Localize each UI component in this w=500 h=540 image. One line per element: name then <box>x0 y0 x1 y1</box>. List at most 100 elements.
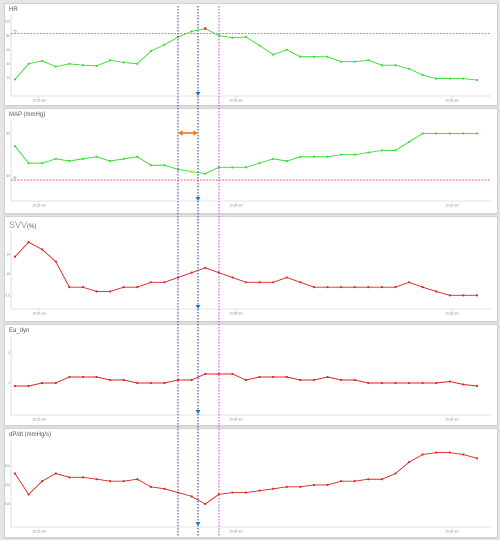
ea_dyn-point <box>448 380 451 383</box>
ea-dyn-panel: 1 2 10:23 am 10:28 am 10:33 am Ea_dyn <box>4 324 498 426</box>
map-point <box>272 157 275 160</box>
map-point <box>340 153 343 156</box>
ea_dyn-point <box>95 375 98 379</box>
ea_dyn-point <box>299 378 302 382</box>
x-tick-label: 10:33 am <box>445 99 459 103</box>
svv-point <box>367 286 370 289</box>
ea_dyn-point <box>475 384 479 388</box>
svv-point <box>272 281 275 284</box>
dpdt-point <box>81 476 85 479</box>
dpdt-point <box>258 489 261 492</box>
ea_dyn-point <box>163 381 166 385</box>
x-tick-label: 10:33 am <box>445 418 459 422</box>
ea_dyn-point <box>421 381 424 385</box>
hr-point <box>394 64 397 67</box>
y-tick-label: 60 <box>6 174 10 178</box>
hr-chart: 20 40 60 80 100 10:23 am 10:28 am 10:33 am 75 <box>5 14 491 103</box>
x-tick-label: 10:23 am <box>32 204 46 208</box>
x-tick-label: 10:23 am <box>32 418 46 422</box>
hr-point <box>353 60 356 63</box>
svv-point <box>285 276 288 279</box>
svv-point <box>462 294 465 297</box>
map-point <box>421 132 424 135</box>
map-point <box>122 157 125 160</box>
map-point <box>109 159 112 163</box>
dpdt-point <box>475 457 479 460</box>
hr-point <box>380 64 383 67</box>
dpdt-point <box>41 480 44 483</box>
svv-point <box>258 281 261 284</box>
svv-point <box>136 286 139 289</box>
dpdt-chart: 400 500 600 10:23 am 10:28 am 10:33 am <box>5 441 491 534</box>
map-title: MAP (mmHg) <box>9 112 46 118</box>
hr-point <box>258 44 261 47</box>
dpdt-point <box>176 491 180 494</box>
hr-point <box>122 61 125 64</box>
threshold-label: 75 <box>13 29 17 33</box>
dpdt-point <box>68 476 71 479</box>
svv-point <box>407 281 411 284</box>
ea_dyn-point <box>231 372 234 376</box>
svv-title: SVV(%) <box>9 220 36 230</box>
map-chart: 60 80 10:23 am 10:28 am 10:33 am 65 <box>6 121 491 208</box>
hr-point <box>407 67 411 70</box>
map-point <box>312 155 316 158</box>
map-point <box>136 155 139 158</box>
svv-panel: 10.5 15 19 10:23 am 10:28 am 10:33 am SVV(%) <box>4 216 498 322</box>
dpdt-point <box>13 472 17 475</box>
ea_dyn-point <box>312 378 316 382</box>
ea_dyn-point <box>27 384 30 388</box>
x-tick-label: 10:23 am <box>32 312 46 316</box>
ea_dyn-point <box>109 378 112 382</box>
svv-point <box>81 286 85 289</box>
svv-chart: 10.5 15 19 10:23 am 10:28 am 10:33 am <box>5 231 491 316</box>
dpdt-point <box>285 485 288 488</box>
dpdt-point <box>109 480 112 483</box>
map-point <box>190 170 194 173</box>
map-point <box>299 155 302 158</box>
dpdt-point <box>272 487 275 490</box>
y-tick-label: 80 <box>6 34 10 38</box>
svv-point <box>54 260 57 263</box>
hr-point <box>176 35 180 39</box>
svv-point <box>380 286 383 289</box>
ea_dyn-point <box>136 381 139 385</box>
dpdt-point <box>190 495 193 498</box>
hr-point <box>217 34 220 37</box>
map-point <box>367 151 370 154</box>
svv-point <box>13 255 17 258</box>
x-tick-label: 10:33 am <box>445 312 459 316</box>
dpdt-point <box>340 480 343 483</box>
svv-point <box>435 290 438 293</box>
hr-point <box>109 59 112 62</box>
dpdt-point <box>217 493 220 496</box>
hr-point <box>421 73 424 77</box>
dpdt-series-line <box>14 452 478 505</box>
ea_dyn-point <box>204 372 207 376</box>
dpdt-point <box>54 472 57 475</box>
ea_dyn-point <box>13 384 17 388</box>
map-point <box>380 149 383 152</box>
map-point <box>149 164 152 167</box>
hr-point <box>149 50 152 53</box>
x-tick-label: 10:23 am <box>32 530 46 534</box>
ea_dyn-point <box>122 378 125 382</box>
hr-point <box>462 77 465 80</box>
map-point <box>95 155 98 158</box>
threshold-label: 65 <box>13 176 17 180</box>
ea_dyn-point <box>54 381 57 385</box>
map-point <box>204 172 207 175</box>
svv-point <box>176 276 180 279</box>
hr-point <box>272 53 275 56</box>
ea_dyn-point <box>217 372 220 376</box>
svv-point <box>163 281 166 284</box>
hr-point <box>13 78 17 81</box>
hr-point <box>68 62 71 65</box>
map-point <box>394 149 397 152</box>
x-tick-label: 10:28 am <box>229 204 243 208</box>
map-point <box>285 159 288 163</box>
map-point <box>27 162 30 165</box>
map-point <box>163 164 166 167</box>
hr-point <box>27 62 30 65</box>
ea_dyn-point <box>407 381 411 385</box>
